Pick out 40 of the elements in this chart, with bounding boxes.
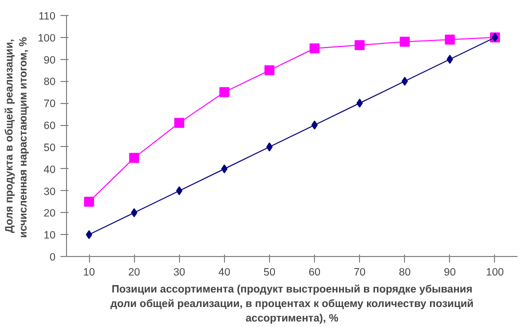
point [174, 118, 184, 128]
y-axis-title: Доля продукта в общей реализации, исчисленная нарастающим итогом, % [3, 36, 30, 238]
point [446, 54, 454, 64]
point [86, 230, 92, 240]
point [310, 43, 320, 54]
point [444, 34, 455, 45]
point [221, 164, 228, 174]
y-tick-label: 50 [44, 142, 56, 154]
x-tick-label: 90 [444, 266, 456, 278]
y-tick-label: 10 [44, 230, 56, 242]
point [356, 98, 363, 108]
point [84, 196, 94, 207]
x-tick-label: 100 [486, 266, 504, 278]
x-tick-label: 70 [354, 266, 366, 278]
x-tick-label: 40 [218, 266, 230, 278]
point [400, 36, 410, 47]
point [354, 40, 365, 50]
x-tick-label: 10 [83, 266, 96, 278]
point [129, 152, 140, 163]
point [311, 120, 318, 130]
x-axis-title: Позиции ассортимента (продукт выстроенный в порядке убывания доли общей реализации, в процентах к общему количеству позиций ассортимента), % [110, 284, 474, 324]
y-tick-label: 90 [44, 54, 56, 66]
y-tick-label: 20 [44, 208, 56, 220]
x-tick-label: 50 [264, 266, 276, 278]
x-tick-label: 80 [398, 266, 411, 278]
y-tick-label: 40 [44, 164, 56, 176]
point [130, 208, 138, 218]
point [264, 65, 274, 76]
y-tick-label: 60 [44, 120, 56, 132]
x-tick-label: 30 [173, 266, 186, 278]
y-tick-label: 80 [44, 76, 56, 88]
point [266, 142, 273, 152]
x-tick-label: 60 [308, 266, 321, 278]
y-tick-label: 110 [38, 10, 56, 22]
y-tick-label: 30 [44, 186, 56, 198]
point [219, 87, 230, 98]
y-tick-label: 0 [50, 252, 56, 264]
y-tick-label: 100 [38, 32, 56, 44]
y-tick-label: 70 [44, 98, 56, 110]
x-tick-label: 20 [128, 266, 140, 278]
